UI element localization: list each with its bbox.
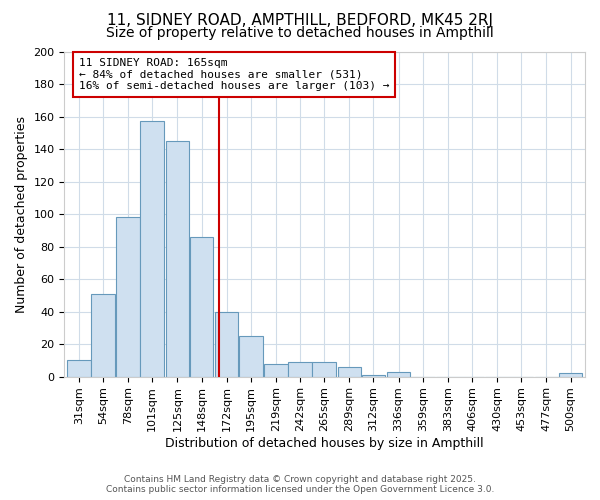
Bar <box>559 374 583 376</box>
Bar <box>239 336 263 376</box>
Bar <box>387 372 410 376</box>
Text: 11 SIDNEY ROAD: 165sqm
← 84% of detached houses are smaller (531)
16% of semi-de: 11 SIDNEY ROAD: 165sqm ← 84% of detached… <box>79 58 389 91</box>
Bar <box>166 141 189 376</box>
Bar <box>313 362 336 376</box>
Y-axis label: Number of detached properties: Number of detached properties <box>15 116 28 312</box>
Bar <box>67 360 91 376</box>
Bar <box>264 364 288 376</box>
Text: 11, SIDNEY ROAD, AMPTHILL, BEDFORD, MK45 2RJ: 11, SIDNEY ROAD, AMPTHILL, BEDFORD, MK45… <box>107 12 493 28</box>
Bar <box>362 375 385 376</box>
X-axis label: Distribution of detached houses by size in Ampthill: Distribution of detached houses by size … <box>166 437 484 450</box>
Bar <box>288 362 312 376</box>
Bar <box>140 122 164 376</box>
Text: Size of property relative to detached houses in Ampthill: Size of property relative to detached ho… <box>106 26 494 40</box>
Bar <box>215 312 238 376</box>
Bar <box>190 237 214 376</box>
Bar <box>91 294 115 376</box>
Bar <box>116 218 140 376</box>
Text: Contains HM Land Registry data © Crown copyright and database right 2025.
Contai: Contains HM Land Registry data © Crown c… <box>106 474 494 494</box>
Bar <box>338 367 361 376</box>
